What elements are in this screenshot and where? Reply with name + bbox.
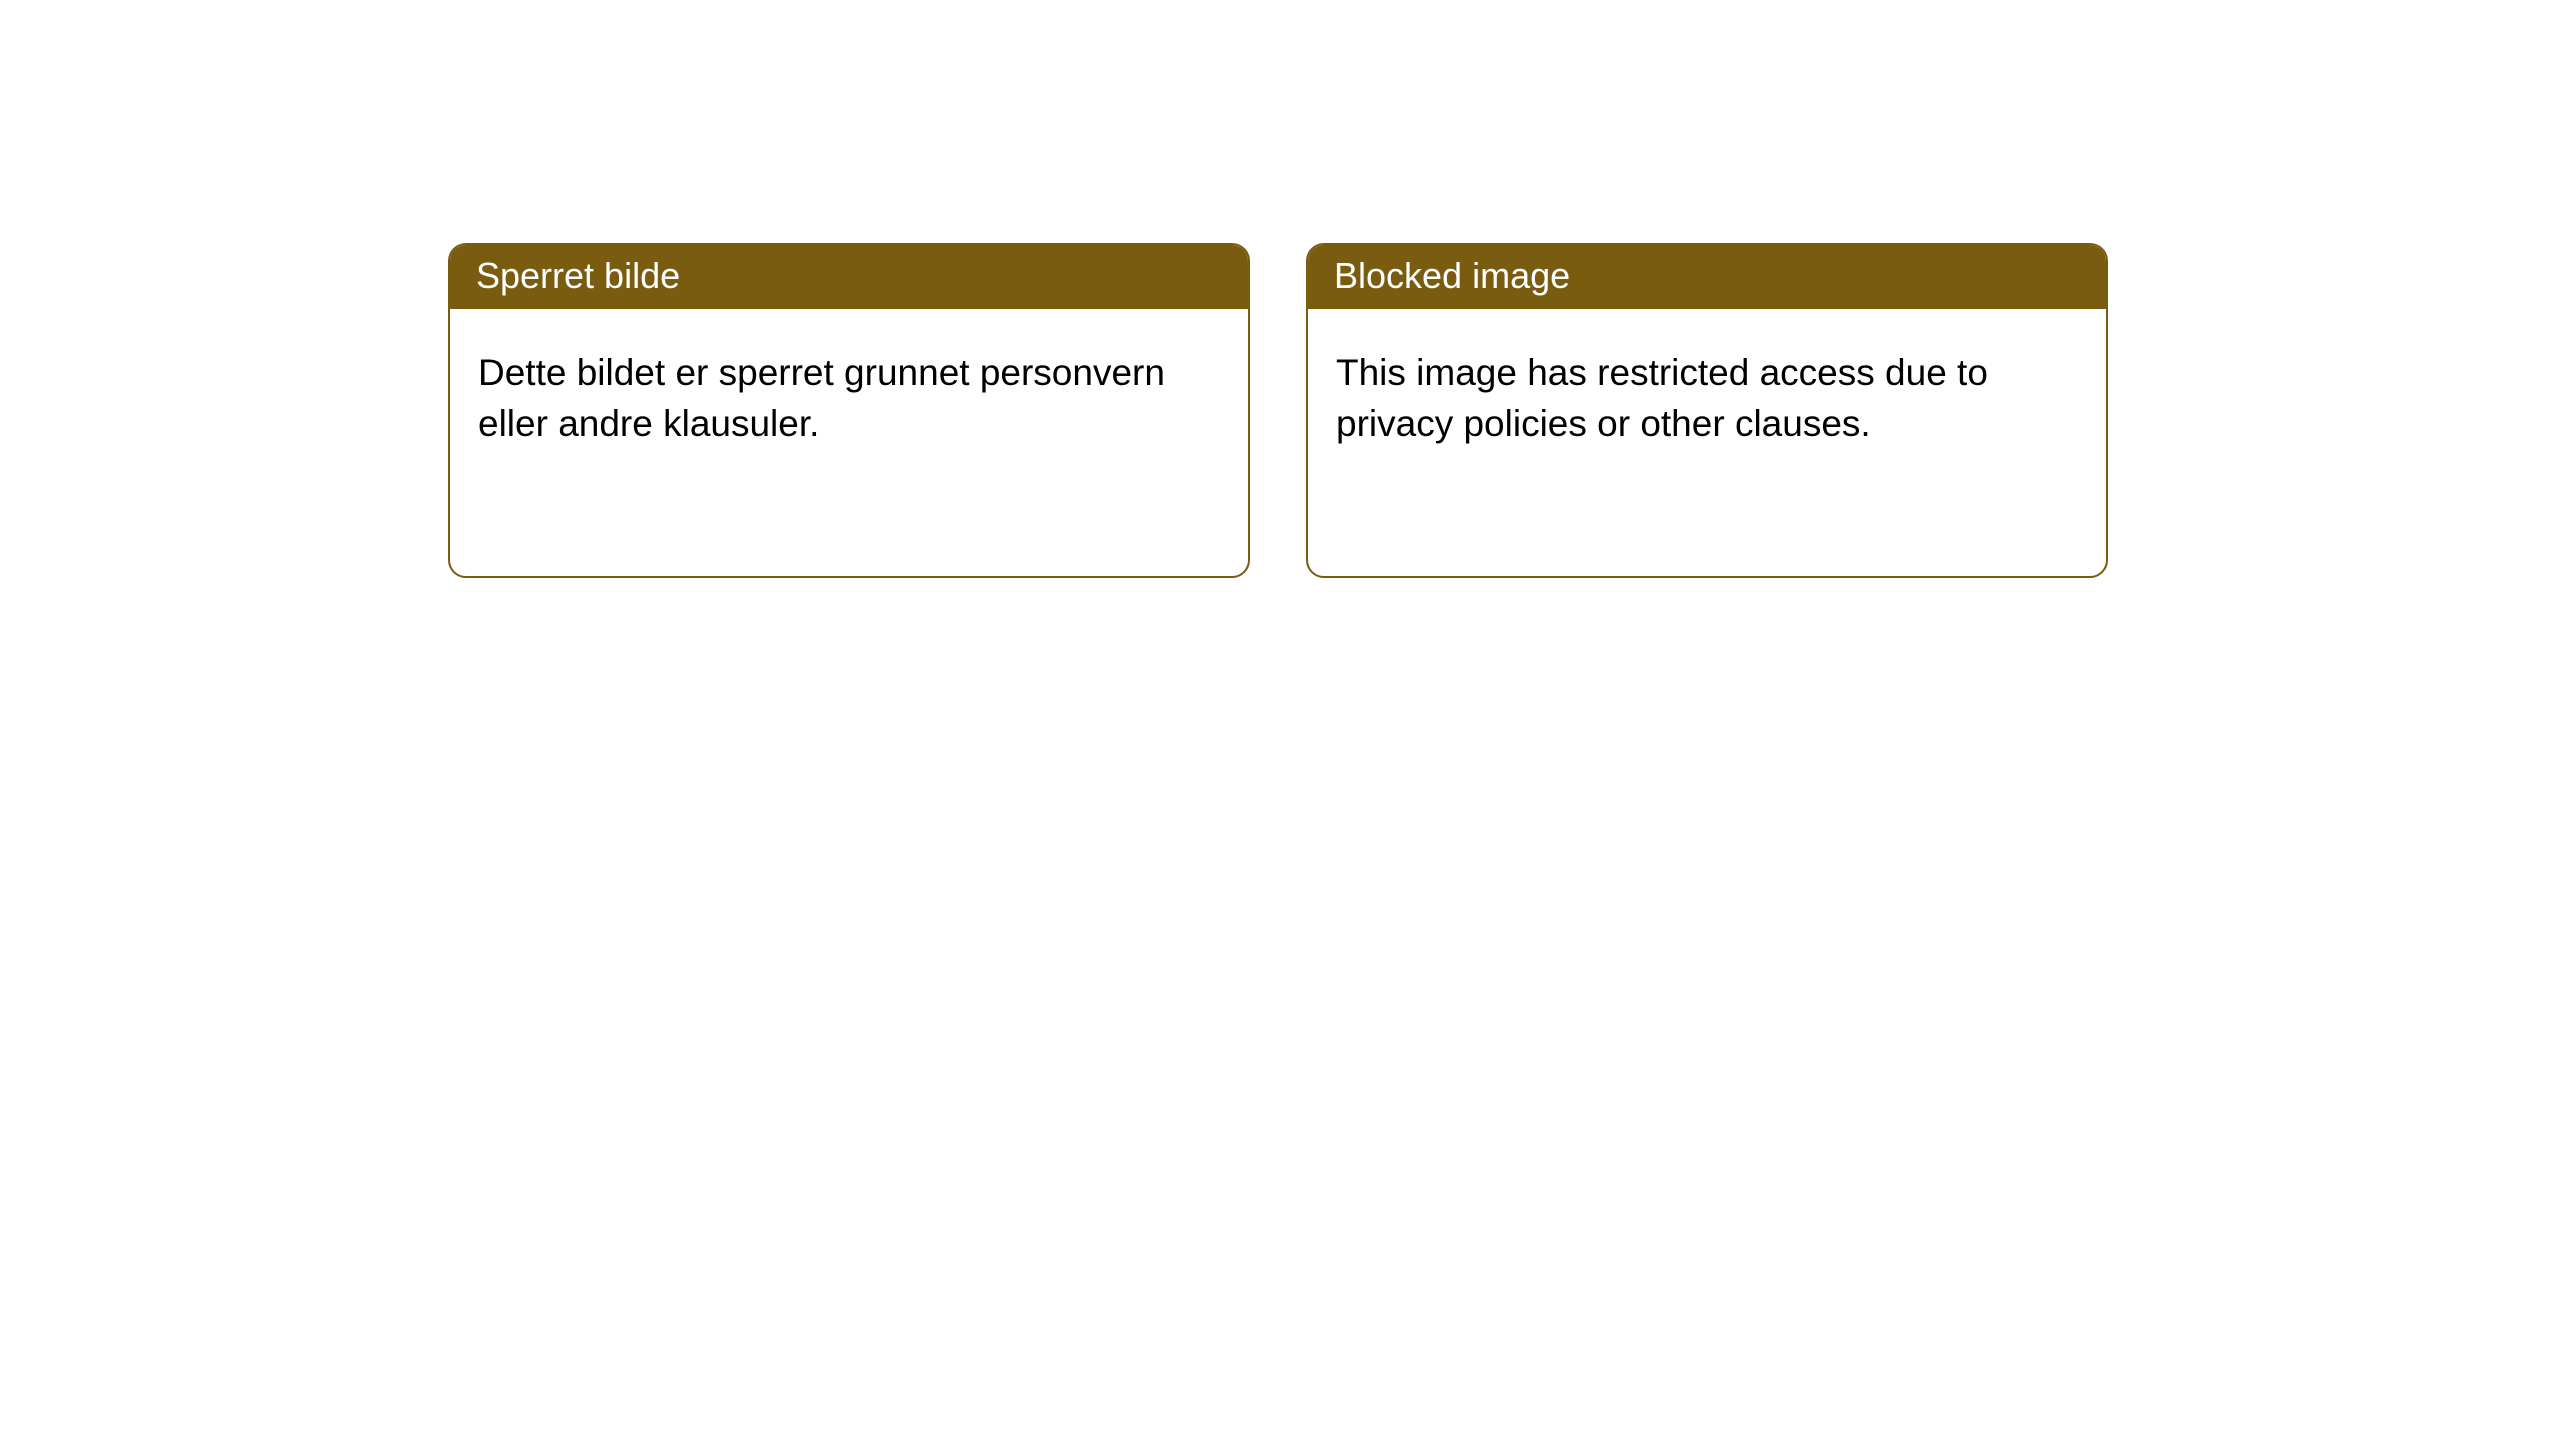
notice-body-english: This image has restricted access due to … (1308, 309, 2106, 576)
notice-card-norwegian: Sperret bilde Dette bildet er sperret gr… (448, 243, 1250, 578)
notice-body-norwegian: Dette bildet er sperret grunnet personve… (450, 309, 1248, 576)
notice-title-norwegian: Sperret bilde (450, 245, 1248, 309)
notice-container: Sperret bilde Dette bildet er sperret gr… (0, 0, 2560, 578)
notice-card-english: Blocked image This image has restricted … (1306, 243, 2108, 578)
notice-title-english: Blocked image (1308, 245, 2106, 309)
